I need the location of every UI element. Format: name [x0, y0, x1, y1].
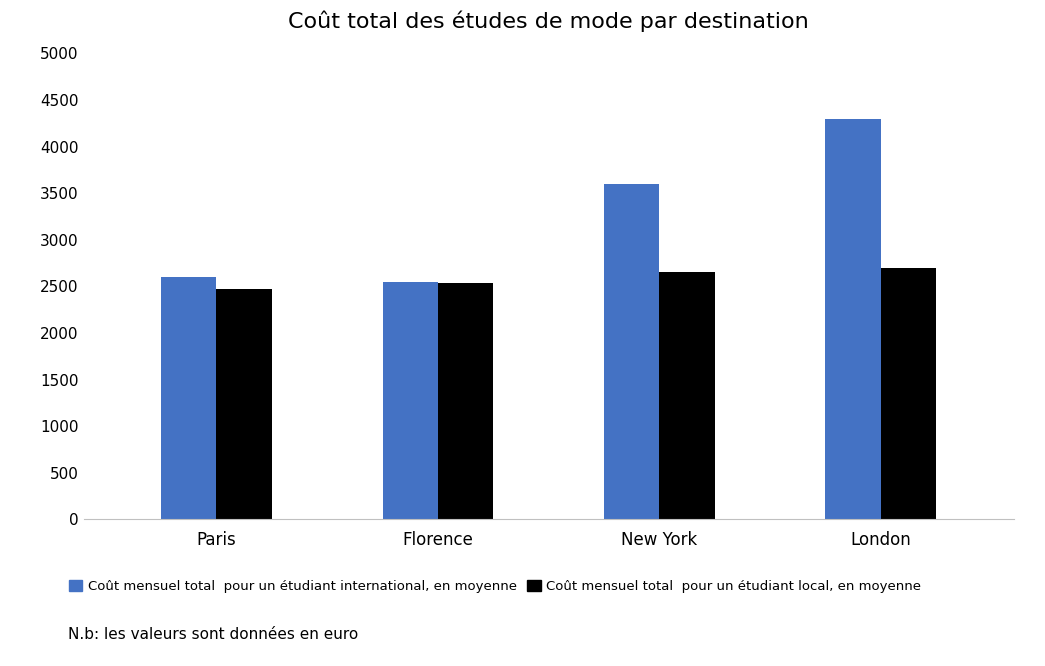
- Bar: [438, 282, 493, 519]
- Title: Coût total des études de mode par destination: Coût total des études de mode par destin…: [288, 11, 809, 32]
- Bar: [881, 268, 936, 519]
- Bar: [659, 272, 715, 519]
- Bar: [826, 119, 881, 519]
- Legend: Coût mensuel total  pour un étudiant international, en moyenne, Coût mensuel tot: Coût mensuel total pour un étudiant inte…: [69, 580, 921, 593]
- Bar: [216, 289, 272, 519]
- Bar: [604, 184, 659, 519]
- Text: N.b: les valeurs sont données en euro: N.b: les valeurs sont données en euro: [68, 627, 358, 643]
- Bar: [382, 282, 438, 519]
- Bar: [161, 277, 216, 519]
